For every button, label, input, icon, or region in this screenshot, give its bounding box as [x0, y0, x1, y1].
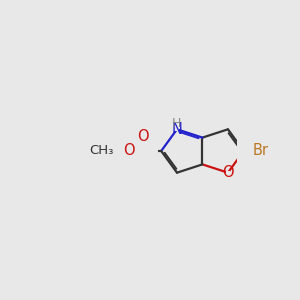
Text: CH₃: CH₃ [89, 145, 113, 158]
Text: Br: Br [252, 143, 268, 158]
Bar [226, 171, 230, 175]
Text: N: N [172, 122, 182, 137]
Bar [141, 135, 146, 139]
Text: O: O [222, 165, 234, 180]
Bar [175, 127, 179, 131]
Text: H: H [172, 117, 181, 130]
Text: O: O [137, 129, 149, 144]
Bar [126, 149, 130, 153]
Text: O: O [123, 143, 134, 158]
